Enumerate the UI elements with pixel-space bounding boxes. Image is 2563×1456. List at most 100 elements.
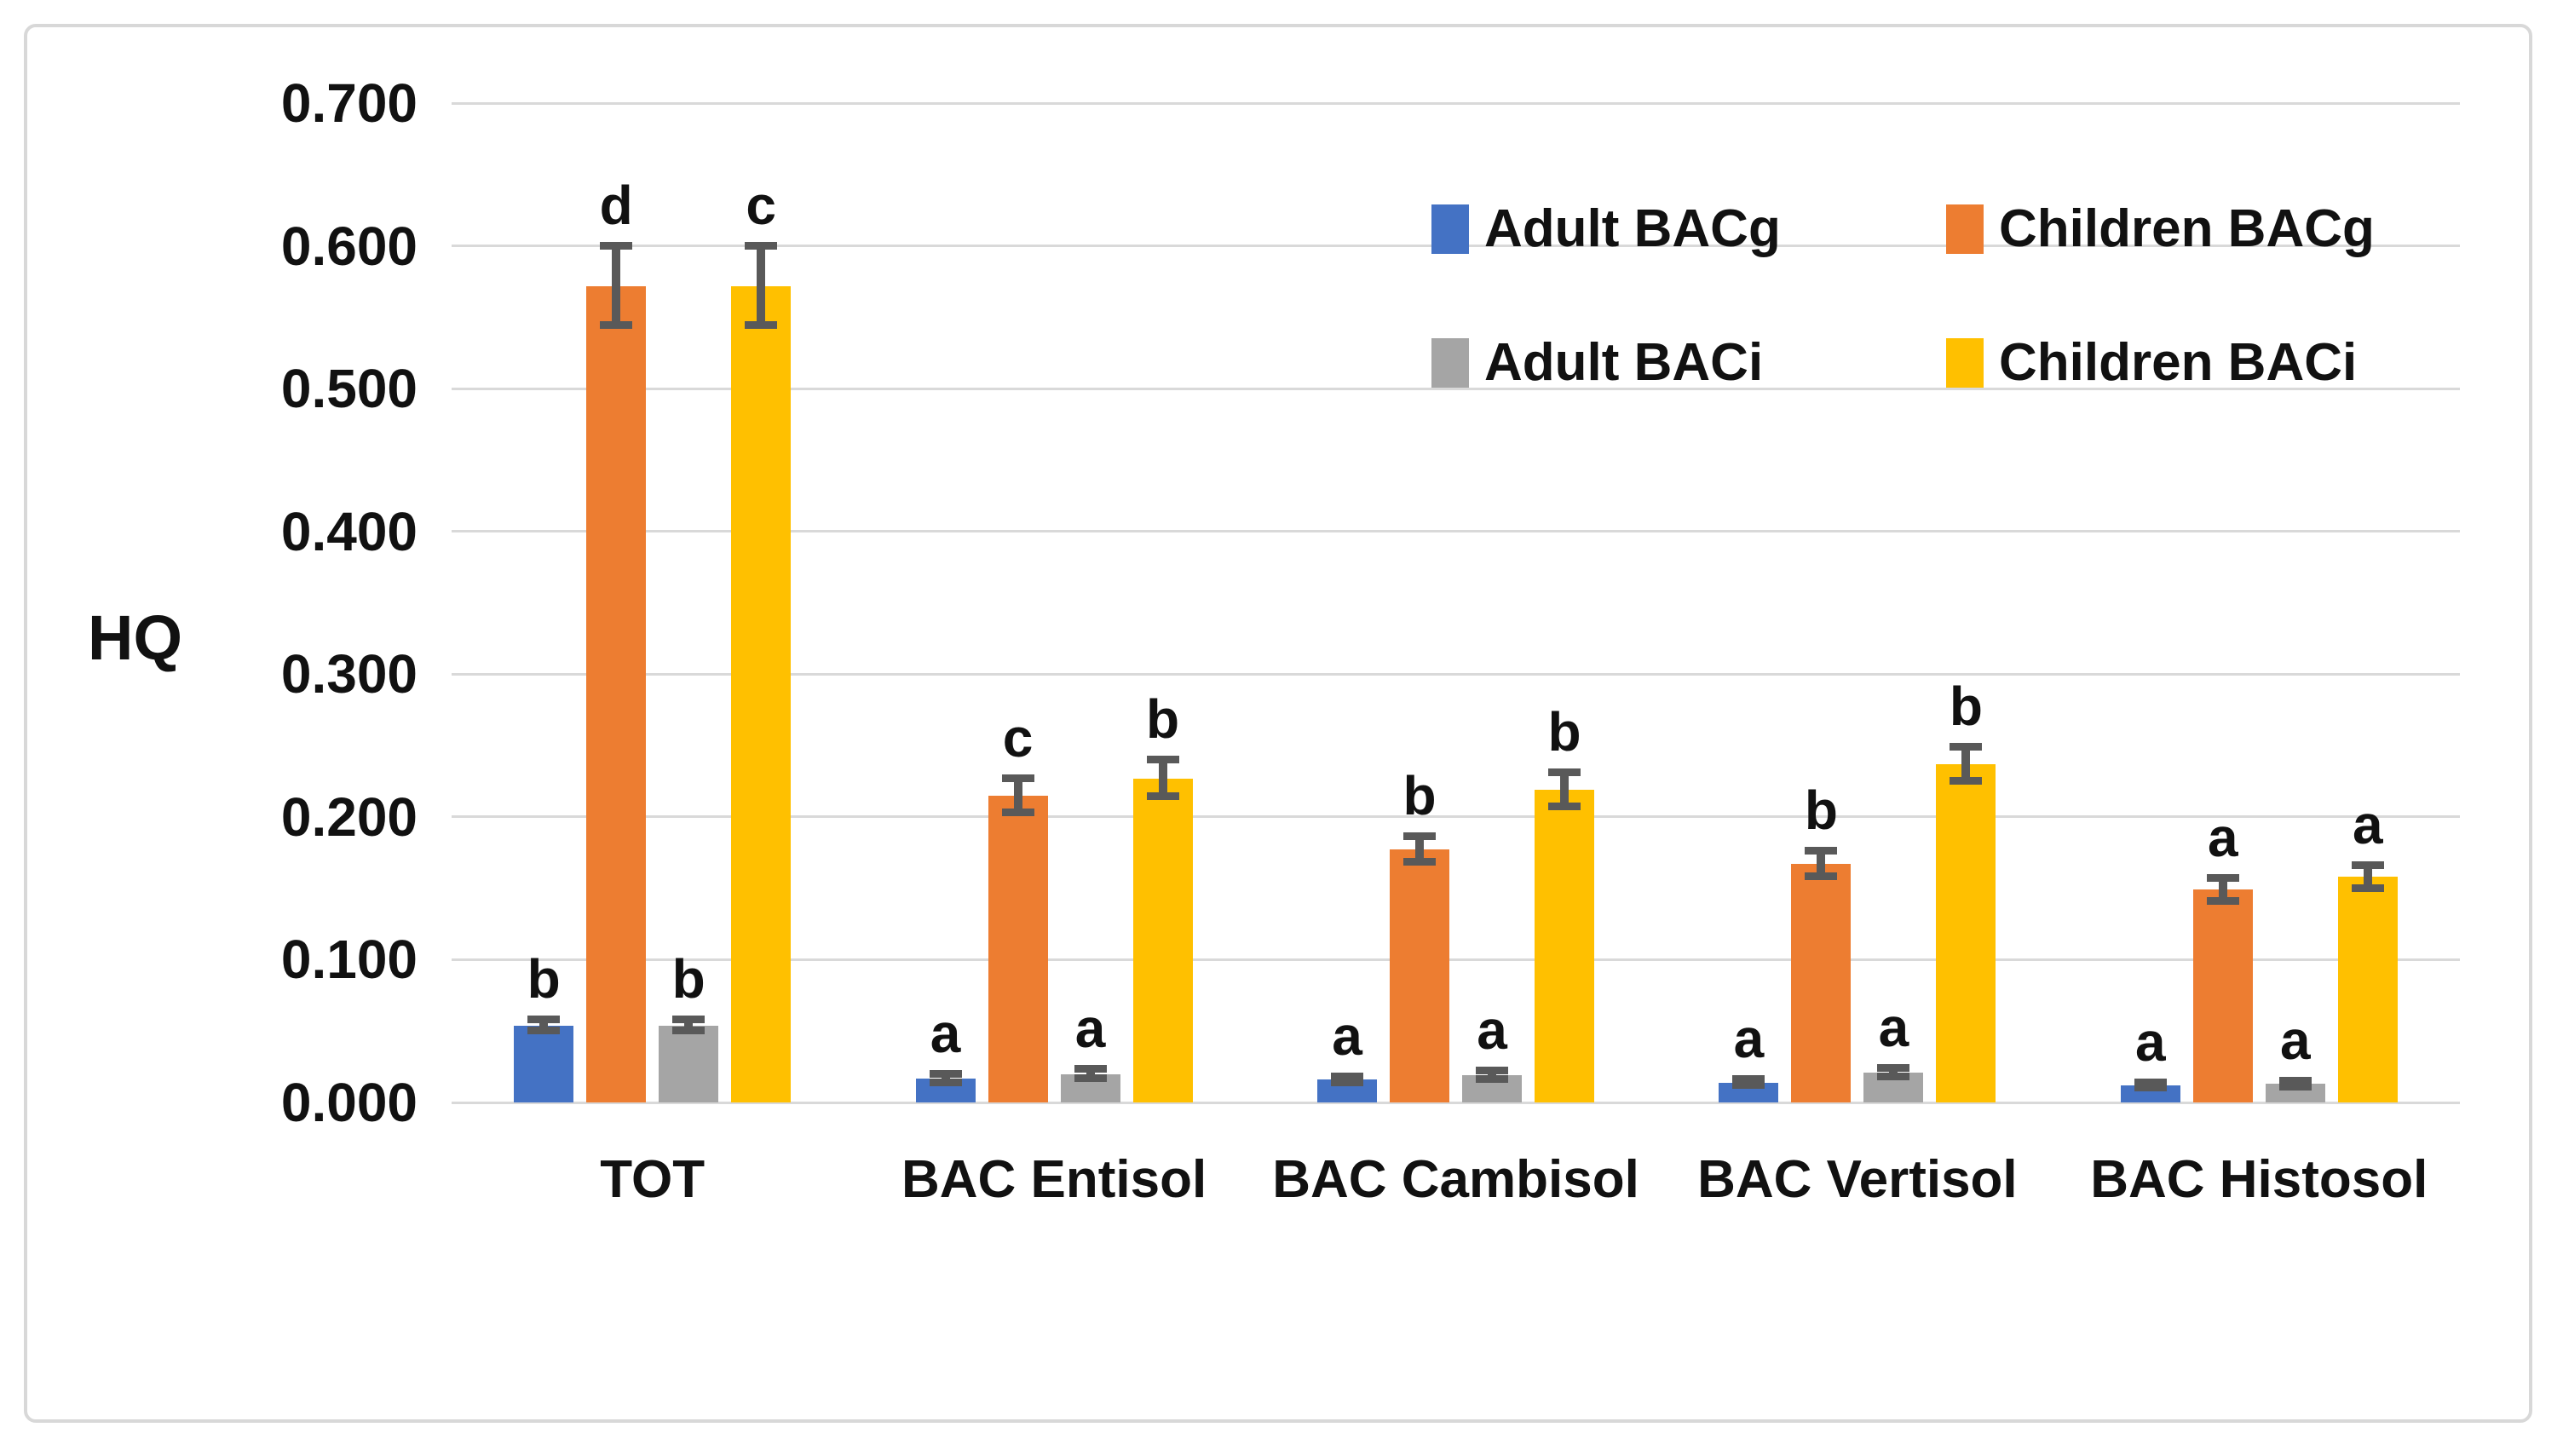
error-bar (745, 241, 778, 250)
y-tick-label: 0.000 (280, 1072, 418, 1133)
bar-children-baci (1535, 790, 1594, 1102)
legend-swatch-icon (1431, 204, 1469, 254)
error-bar (527, 1027, 561, 1035)
x-category-label: BAC Histosol (2090, 1150, 2428, 1209)
error-bar (2351, 883, 2384, 892)
error-bar (2134, 1078, 2167, 1086)
significance-letter: a (1332, 1004, 1362, 1067)
error-bar (2134, 1084, 2167, 1092)
error-bar (1001, 774, 1034, 782)
error-bar (1548, 768, 1581, 776)
significance-letter: d (599, 174, 633, 236)
legend-item-adult-baci: Adult BACi (1431, 333, 1764, 392)
error-bar (1146, 792, 1179, 801)
error-bar (1732, 1075, 1765, 1084)
error-bar (2278, 1076, 2312, 1085)
significance-letter: a (2135, 1010, 2166, 1073)
bar-children-baci (2337, 877, 2398, 1102)
error-bar (757, 245, 766, 326)
y-tick-label: 0.500 (280, 358, 418, 420)
significance-letter: b (527, 947, 561, 1010)
gridline (452, 101, 2460, 105)
error-bar (1805, 872, 1838, 881)
bar-children-baci (731, 285, 792, 1102)
legend-label: Children BACi (1999, 333, 2358, 392)
error-bar (1548, 803, 1581, 811)
bar-children-baci (1936, 763, 1996, 1102)
error-bar (600, 321, 633, 330)
error-bar (539, 1019, 549, 1032)
significance-letter: b (1146, 688, 1180, 750)
error-bar (1889, 1068, 1898, 1077)
legend-item-children-bacg: Children BACg (1946, 199, 2375, 258)
x-category-label: BAC Cambisol (1272, 1150, 1639, 1209)
error-bar (1074, 1065, 1107, 1073)
error-bar (1476, 1067, 1508, 1075)
error-bar (1560, 772, 1569, 808)
bar-adult-bacg (514, 1025, 574, 1102)
bar-children-bacg (586, 285, 647, 1102)
error-bar (600, 241, 633, 250)
bar-children-bacg (2192, 889, 2253, 1102)
error-bar (1877, 1072, 1910, 1080)
gridline (452, 815, 2460, 819)
error-bar (1331, 1078, 1363, 1086)
error-bar (745, 321, 778, 330)
legend-swatch-icon (1946, 338, 1984, 388)
significance-letter: b (1804, 780, 1838, 842)
y-tick-label: 0.100 (280, 929, 418, 991)
error-bar (2206, 896, 2239, 905)
error-bar (1074, 1073, 1107, 1082)
error-bar (2218, 878, 2227, 901)
bar-adult-baci (659, 1025, 719, 1102)
plot-area: b d b c a c a b a b a b a b a b a a a a (452, 101, 2460, 1104)
error-bar (1403, 832, 1436, 841)
legend-label: Children BACg (1999, 199, 2375, 258)
legend-label: Adult BACg (1484, 199, 1781, 258)
error-bar (1013, 778, 1022, 813)
error-bar (1403, 858, 1436, 866)
error-bar (1732, 1080, 1765, 1089)
significance-letter: a (1878, 996, 1909, 1058)
y-tick-label: 0.700 (280, 72, 418, 134)
gridline (452, 1101, 2460, 1104)
significance-letter: b (1547, 700, 1581, 763)
x-category-label: BAC Entisol (901, 1150, 1207, 1209)
error-bar (1001, 808, 1034, 816)
error-bar (1877, 1063, 1910, 1072)
error-bar (2278, 1082, 2312, 1091)
legend-label: Adult BACi (1484, 333, 1764, 392)
bar-children-bacg (1390, 849, 1449, 1102)
bar-children-bacg (988, 795, 1048, 1102)
legend-item-children-baci: Children BACi (1946, 333, 2358, 392)
significance-letter: b (1949, 675, 1983, 737)
significance-letter: c (1002, 706, 1034, 768)
y-tick-label: 0.400 (280, 500, 418, 562)
error-bar (1086, 1069, 1095, 1079)
error-bar (672, 1015, 706, 1023)
error-bar (672, 1027, 706, 1035)
significance-letter: a (2280, 1009, 2311, 1071)
y-tick-label: 0.300 (280, 643, 418, 705)
legend-item-adult-bacg: Adult BACg (1431, 199, 1781, 258)
y-tick-label: 0.200 (280, 786, 418, 848)
legend-swatch-icon (1431, 338, 1469, 388)
error-bar (1158, 759, 1167, 797)
significance-letter: a (1477, 999, 1507, 1062)
error-bar (527, 1015, 561, 1023)
bar-children-baci (1132, 778, 1193, 1102)
error-bar (1476, 1075, 1508, 1084)
significance-letter: a (930, 1002, 961, 1064)
x-category-label: BAC Vertisol (1697, 1150, 2018, 1209)
significance-letter: a (1733, 1008, 1765, 1070)
significance-letter: a (2353, 793, 2383, 855)
error-bar (1415, 837, 1424, 863)
error-bar (941, 1073, 950, 1083)
gridline (452, 530, 2460, 533)
x-category-label: TOT (600, 1150, 706, 1209)
significance-letter: c (746, 174, 776, 236)
bar-children-bacg (1791, 864, 1852, 1102)
error-bar (2206, 873, 2239, 882)
error-bar (1950, 776, 1983, 785)
